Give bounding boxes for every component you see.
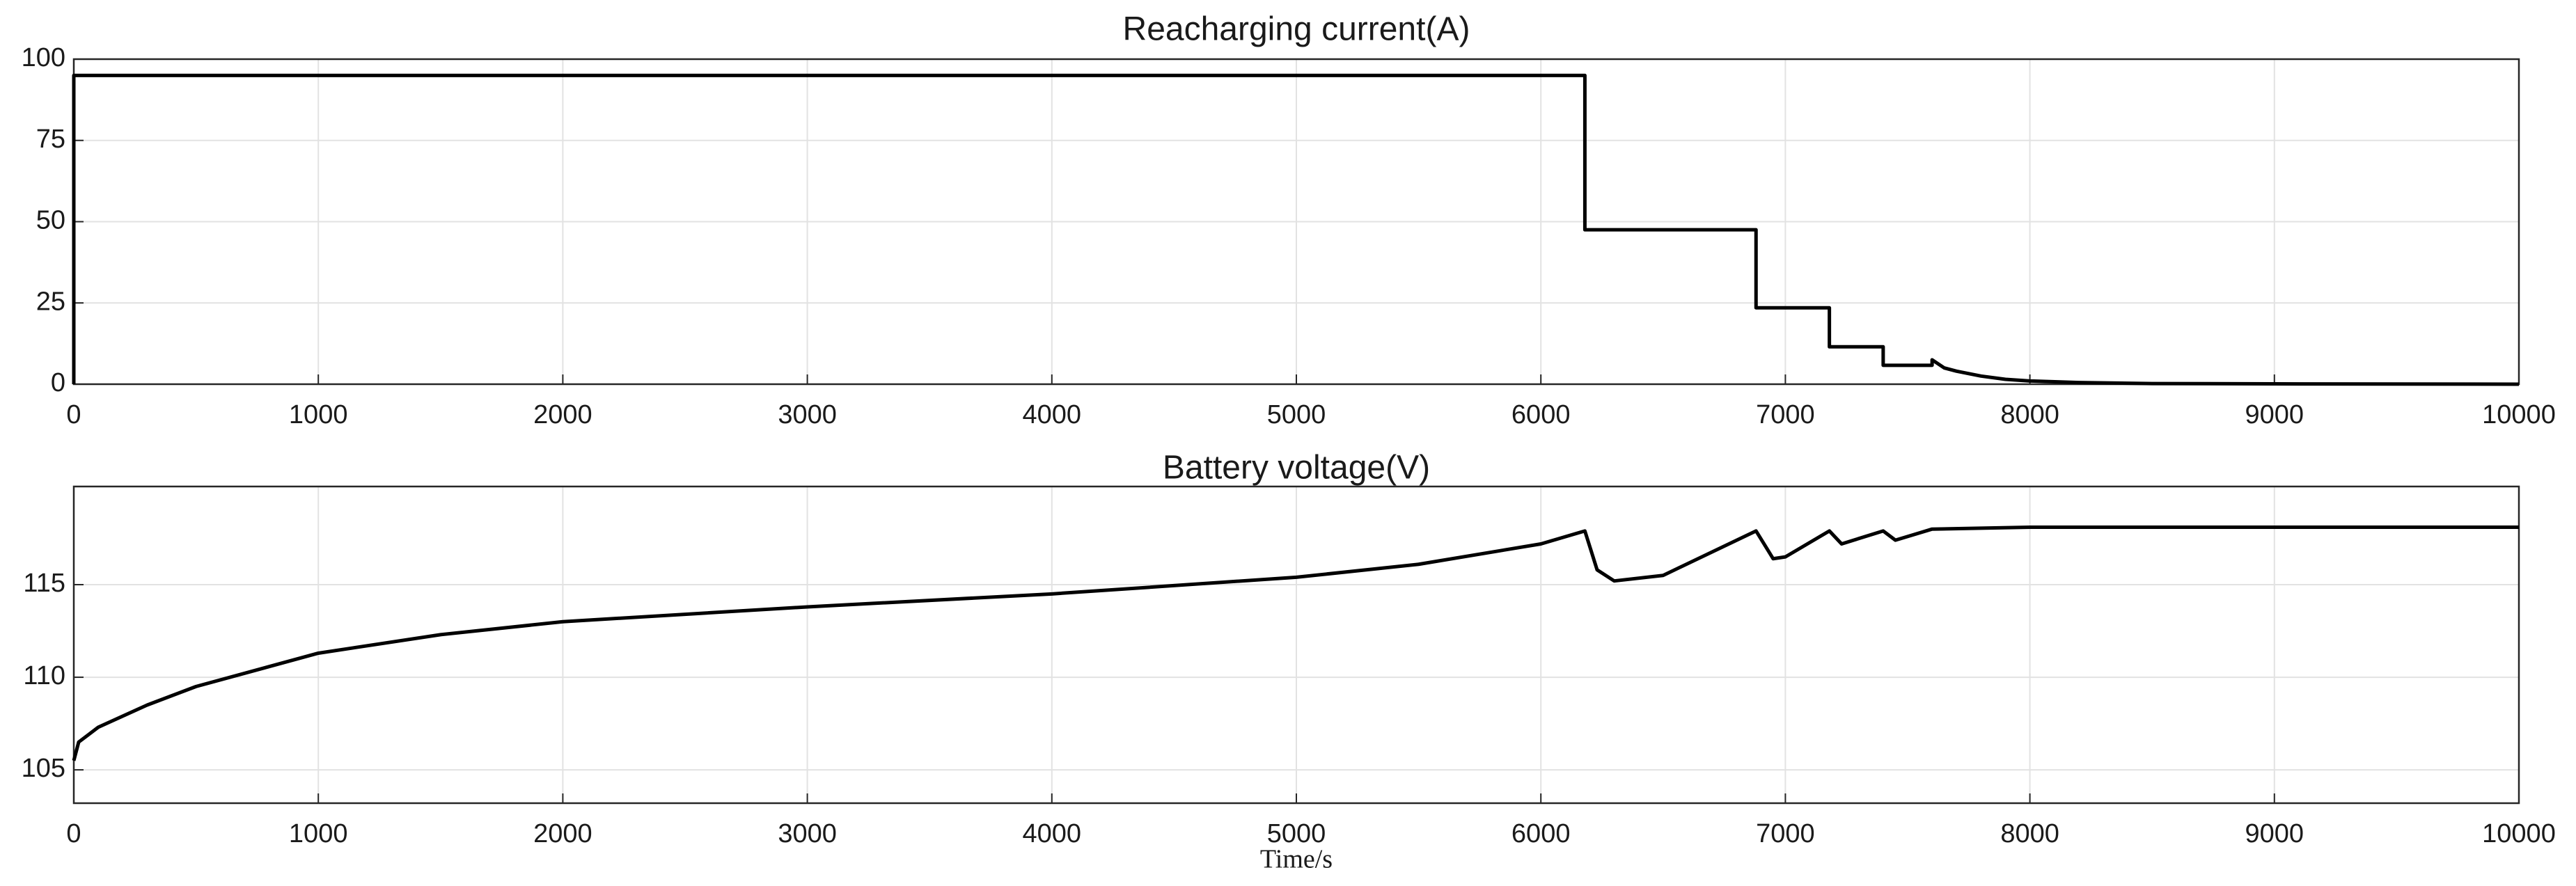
- x-tick-label: 0: [66, 400, 81, 429]
- y-tick-label: 110: [23, 661, 65, 690]
- x-tick-label: 3000: [778, 400, 837, 429]
- y-tick-label: 100: [22, 43, 65, 72]
- axes-box: [72, 485, 2520, 805]
- x-tick-label: 4000: [1023, 819, 1082, 848]
- x-tick-label: 3000: [778, 819, 837, 848]
- x-tick-label: 1000: [289, 819, 348, 848]
- x-tick-label: 2000: [533, 400, 592, 429]
- data-line: [72, 525, 2519, 761]
- x-tick-label: 8000: [2000, 819, 2059, 848]
- y-tick-label: 50: [36, 206, 65, 235]
- x-tick-label: 6000: [1511, 819, 1571, 848]
- x-tick-label: 2000: [533, 819, 592, 848]
- x-tick-label: 10000: [2482, 819, 2556, 848]
- y-tick-label: 25: [36, 287, 65, 316]
- x-tick-label: 0: [66, 819, 81, 848]
- y-tick-label: 115: [23, 569, 65, 598]
- y-tick-label: 75: [36, 125, 65, 154]
- chart-title: Reacharging current(A): [1123, 11, 1470, 48]
- chart-title: Battery voltage(V): [1163, 450, 1430, 486]
- x-tick-label: 6000: [1511, 400, 1571, 429]
- x-tick-label: 8000: [2000, 400, 2059, 429]
- x-tick-label: 7000: [1756, 819, 1815, 848]
- x-tick-label: 10000: [2482, 400, 2556, 429]
- y-tick-label: 0: [51, 368, 65, 397]
- y-tick-label: 105: [22, 754, 65, 783]
- x-tick-label: 5000: [1267, 819, 1326, 848]
- x-tick-label: 4000: [1023, 400, 1082, 429]
- x-tick-label: 5000: [1267, 400, 1326, 429]
- x-tick-label: 9000: [2245, 400, 2304, 429]
- x-tick-label: 9000: [2245, 819, 2304, 848]
- x-tick-label: 1000: [289, 400, 348, 429]
- data-line: [72, 73, 2520, 386]
- x-tick-label: 7000: [1756, 400, 1815, 429]
- x-axis-label: Time/s: [1260, 845, 1333, 874]
